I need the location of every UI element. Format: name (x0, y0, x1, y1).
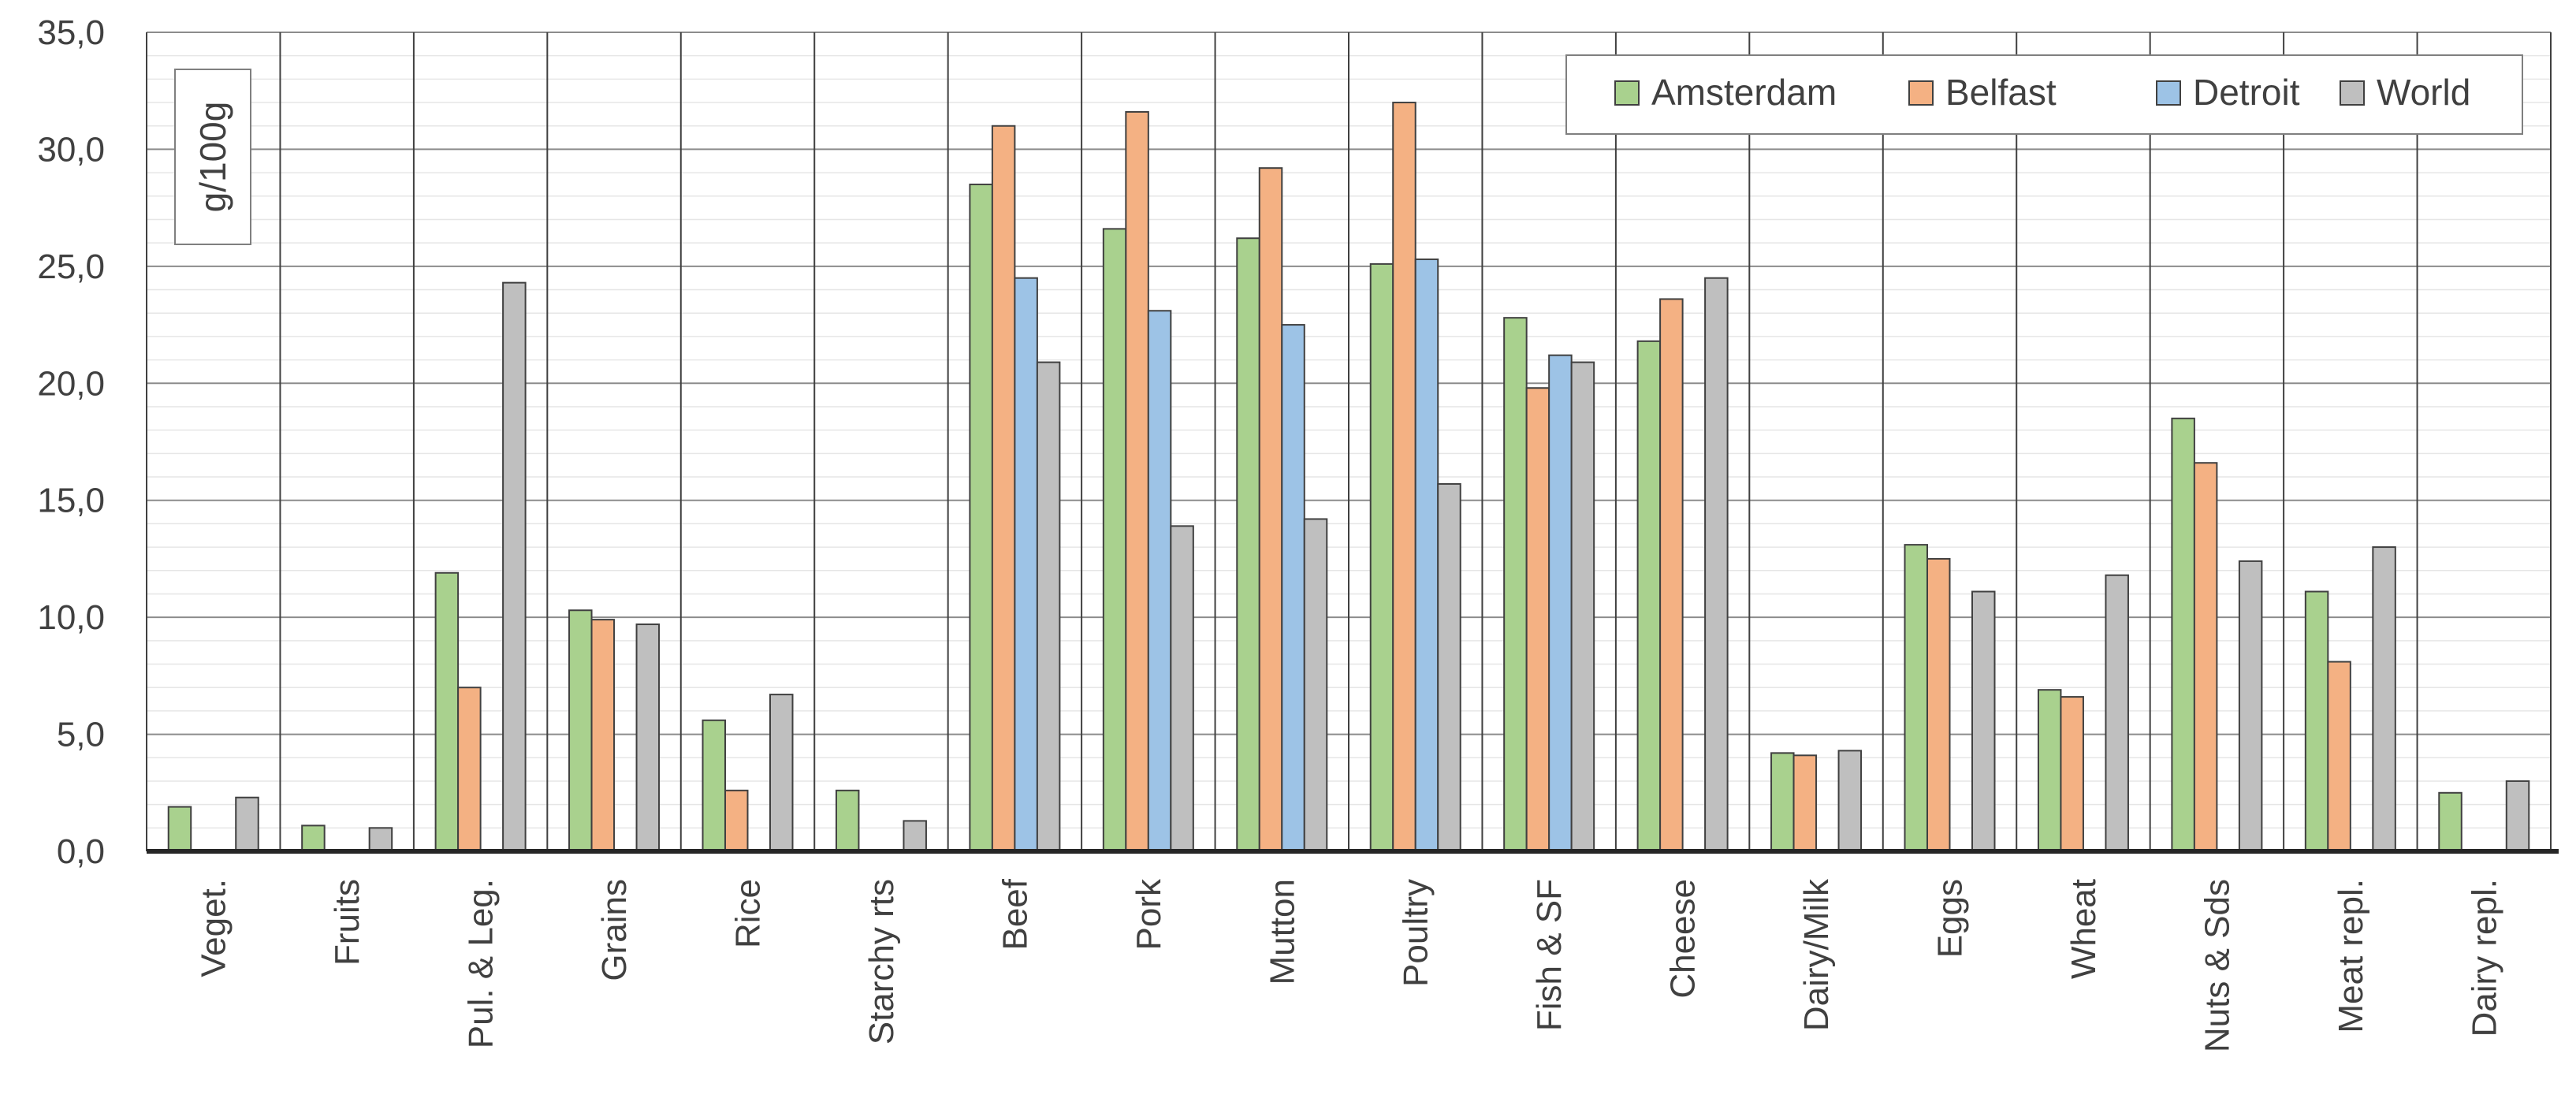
y-tick-label: 5,0 (57, 716, 105, 754)
bar-world-1 (368, 827, 393, 853)
bar-world-3 (635, 624, 661, 852)
bar-amsterdam-2 (434, 571, 460, 852)
bar-amsterdam-8 (1236, 237, 1260, 852)
y-tick-label: 25,0 (37, 248, 105, 286)
bar-belfast-12 (1792, 754, 1818, 852)
bar-belfast-16 (2327, 661, 2351, 852)
bar-amsterdam-15 (2171, 417, 2195, 852)
bar-world-5 (903, 820, 927, 852)
bar-amsterdam-9 (1369, 262, 1394, 853)
bar-world-15 (2238, 560, 2263, 852)
bar-detroit-7 (1147, 310, 1172, 852)
bar-amsterdam-16 (2304, 590, 2329, 852)
bar-world-4 (769, 694, 794, 852)
x-category-label: Wheat (2064, 879, 2103, 979)
bar-amsterdam-6 (969, 183, 993, 852)
y-tick-label: 30,0 (37, 130, 105, 169)
bar-belfast-8 (1258, 167, 1283, 853)
x-category-label: Fish & SF (1530, 879, 1569, 1031)
bar-amsterdam-11 (1636, 340, 1662, 852)
bar-world-2 (502, 281, 527, 852)
x-category-label: Pul. & Leg. (462, 879, 501, 1048)
bar-world-17 (2505, 780, 2530, 853)
x-category-label: Beef (996, 878, 1034, 950)
y-axis-tick-labels: 0,0 5,0 10,0 15,0 20,0 25,0 30,0 35,0 (37, 13, 105, 871)
legend-swatch-belfast (1908, 80, 1934, 106)
bar-belfast-10 (1525, 387, 1550, 853)
x-category-label: Fruits (328, 879, 367, 966)
bar-belfast-9 (1392, 102, 1416, 853)
y-tick-label: 35,0 (37, 13, 105, 52)
bar-world-11 (1704, 277, 1729, 852)
x-category-label: Grains (595, 879, 634, 981)
bar-belfast-13 (1926, 557, 1951, 853)
bar-belfast-15 (2193, 462, 2218, 853)
bar-detroit-9 (1414, 258, 1439, 852)
bar-belfast-6 (991, 125, 1016, 852)
legend-swatch-detroit (2156, 80, 2181, 106)
x-category-label: Cheese (1664, 879, 1703, 999)
bar-world-8 (1303, 518, 1328, 852)
legend-label-amsterdam: Amsterdam (1651, 72, 1837, 113)
bar-world-12 (1837, 750, 1863, 853)
x-category-label: Nuts & Sds (2198, 879, 2236, 1052)
bar-amsterdam-3 (568, 609, 593, 852)
bar-belfast-14 (2060, 696, 2084, 852)
bar-world-14 (2105, 574, 2129, 852)
bar-world-10 (1570, 361, 1595, 853)
bar-belfast-7 (1125, 110, 1149, 852)
y-tick-label: 0,0 (57, 832, 105, 871)
x-category-label: Poultry (1397, 879, 1435, 987)
x-category-label: Eggs (1931, 879, 1970, 958)
bar-detroit-8 (1281, 324, 1305, 853)
legend-label-world: World (2377, 72, 2470, 113)
legend-label-detroit: Detroit (2193, 72, 2300, 113)
x-category-label: Rice (729, 879, 768, 948)
bar-world-7 (1170, 525, 1194, 853)
bar-amsterdam-17 (2438, 791, 2462, 852)
x-category-label: Meat repl. (2332, 879, 2370, 1033)
bar-detroit-10 (1548, 354, 1573, 853)
y-tick-label: 10,0 (37, 598, 105, 637)
bar-amsterdam-14 (2037, 689, 2062, 852)
category-separators (146, 32, 2552, 851)
bar-amsterdam-0 (167, 806, 192, 853)
bar-world-9 (1437, 482, 1461, 852)
bar-amsterdam-13 (1904, 544, 1928, 852)
bar-world-0 (235, 796, 259, 852)
bar-belfast-2 (457, 687, 482, 853)
legend: Amsterdam Belfast Detroit World (1565, 54, 2523, 135)
bar-belfast-3 (590, 619, 616, 853)
x-axis-category-labels: Veget. Fruits Pul. & Leg. Grains Rice Starchy… (195, 878, 2504, 1052)
bars (147, 102, 2559, 854)
bar-amsterdam-7 (1102, 228, 1127, 852)
x-category-label: Veget. (195, 879, 233, 977)
bar-amsterdam-1 (301, 825, 326, 852)
bar-amsterdam-5 (835, 789, 860, 852)
bar-belfast-4 (724, 789, 749, 852)
x-category-label: Dairy/Milk (1797, 878, 1836, 1031)
unit-label: g/100g (192, 102, 233, 213)
y-tick-label: 20,0 (37, 364, 105, 403)
y-tick-label: 15,0 (37, 482, 105, 520)
x-category-label: Mutton (1263, 879, 1301, 985)
x-category-label: Dairy repl. (2465, 879, 2503, 1037)
bar-amsterdam-10 (1503, 317, 1528, 852)
legend-label-belfast: Belfast (1945, 72, 2057, 113)
bar-world-16 (2372, 546, 2396, 852)
x-category-label: Starchy rts (862, 879, 901, 1044)
legend-swatch-world (2340, 80, 2365, 106)
legend-swatch-amsterdam (1614, 80, 1640, 106)
x-category-label: Pork (1130, 878, 1168, 950)
bar-amsterdam-4 (702, 719, 726, 853)
unit-label-box: g/100g (174, 69, 251, 245)
bar-world-13 (1971, 590, 1996, 852)
bar-detroit-6 (1014, 277, 1038, 852)
bar-amsterdam-12 (1770, 752, 1795, 853)
bar-world-6 (1036, 361, 1061, 853)
bar-belfast-11 (1659, 298, 1684, 853)
